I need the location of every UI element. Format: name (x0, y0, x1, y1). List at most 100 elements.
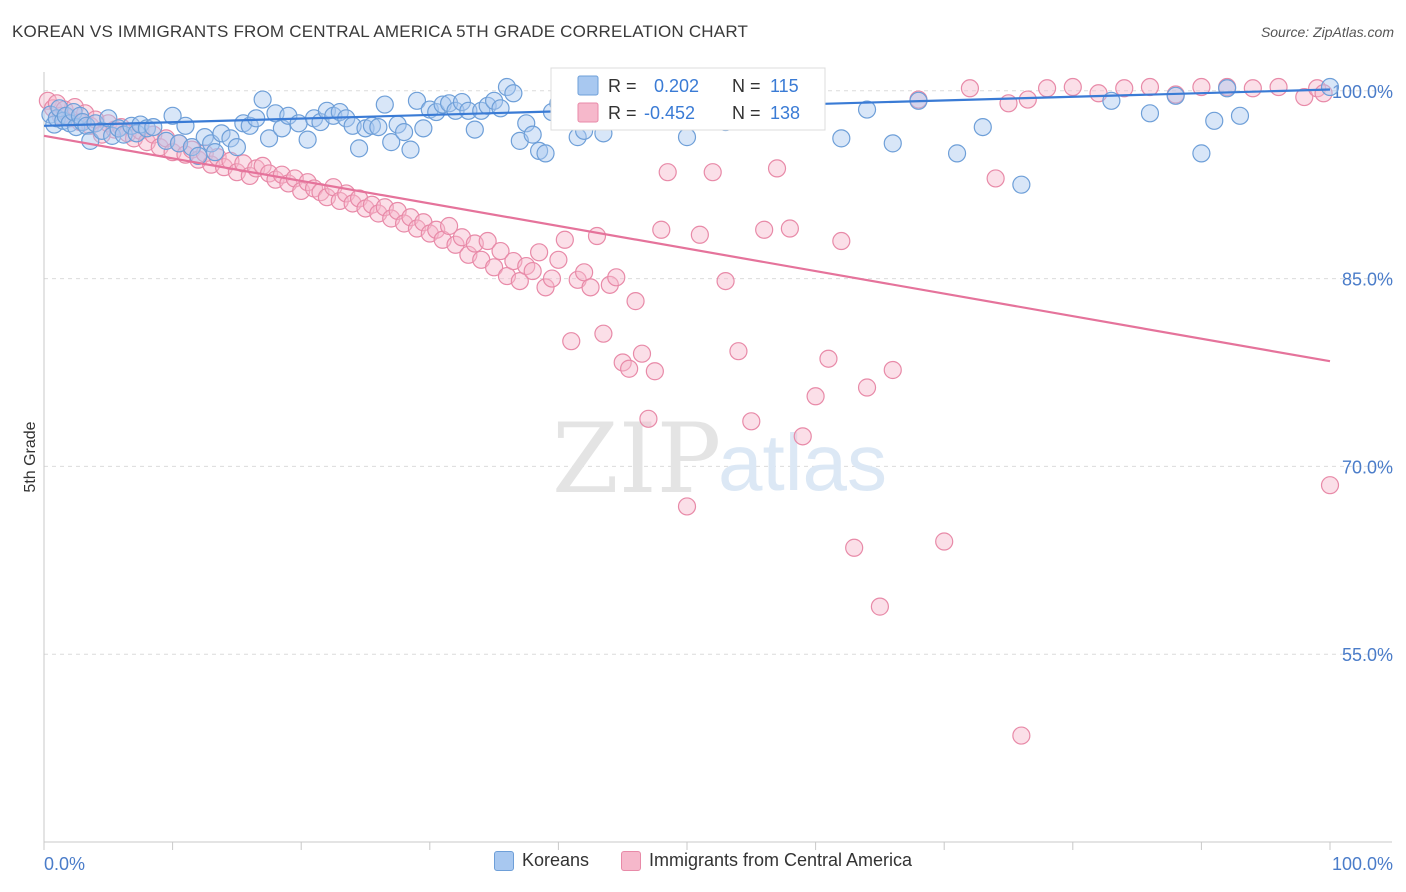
immigrants-point (857, 378, 877, 397)
koreans-point (832, 129, 851, 148)
x-tick-label: 0.0% (44, 854, 85, 874)
immigrants-r-value: -0.452 (644, 103, 695, 123)
legend-swatch-koreans (493, 850, 514, 871)
koreans-point (176, 116, 195, 135)
immigrants-point (1012, 726, 1031, 745)
immigrants-point (1243, 79, 1262, 98)
y-tick-label: 70.0% (1342, 457, 1393, 477)
immigrants-point (562, 332, 581, 351)
legend-item-immigrants: Immigrants from Central America (620, 850, 913, 871)
koreans-point (394, 122, 414, 142)
koreans-point (103, 126, 122, 145)
immigrants-point (485, 258, 504, 277)
watermark-atlas: atlas (718, 418, 887, 507)
immigrants-point (1320, 476, 1340, 495)
immigrants-point (1037, 79, 1057, 98)
koreans-point (1320, 77, 1340, 97)
immigrants-point (1295, 87, 1314, 107)
immigrants-point (632, 344, 652, 363)
koreans-point (1192, 144, 1211, 163)
koreans-point (247, 109, 266, 128)
immigrants-point (620, 359, 639, 378)
immigrants-point (935, 532, 954, 551)
koreans-point (504, 84, 523, 103)
chart-title: KOREAN VS IMMIGRANTS FROM CENTRAL AMERIC… (12, 22, 749, 41)
immigrants-point (549, 250, 568, 269)
immigrants-point (652, 220, 671, 239)
y-axis-label-layer: 5th Grade (22, 421, 39, 492)
koreans-point (439, 94, 459, 113)
koreans-point (259, 129, 279, 148)
source-label: Source: ZipAtlas.com (1260, 24, 1394, 40)
immigrants-n-value: 138 (770, 103, 800, 123)
immigrants-points (38, 77, 1340, 745)
immigrants-point (639, 409, 658, 428)
koreans-n-label: N = (732, 76, 761, 96)
immigrants-point (594, 324, 613, 343)
koreans-point (857, 100, 877, 119)
immigrants-point (510, 271, 529, 291)
y-axis-label: 5th Grade (22, 421, 39, 492)
immigrants-point (819, 349, 838, 368)
x-tick-label: 100.0% (1332, 854, 1393, 874)
immigrants-point (555, 230, 574, 249)
immigrants-point (1140, 77, 1160, 97)
koreans-point (205, 143, 225, 162)
immigrants-point (446, 235, 465, 254)
immigrants-point (870, 597, 890, 616)
koreans-point (536, 144, 555, 163)
koreans-point (407, 91, 427, 110)
immigrants-point (600, 275, 619, 294)
immigrants-point (806, 387, 825, 406)
immigrants-point (626, 292, 645, 311)
immigrants-point (542, 269, 562, 288)
immigrants-point (1192, 77, 1211, 97)
koreans-point (523, 125, 542, 144)
immigrants-point (767, 159, 787, 178)
immigrants-stat-swatch (577, 102, 599, 123)
immigrants-point (1018, 90, 1037, 109)
immigrants-point (1269, 77, 1288, 97)
koreans-point (485, 91, 504, 110)
immigrants-r-label: R = (608, 103, 637, 123)
koreans-point (1140, 104, 1160, 123)
legend-item-koreans: Koreans (493, 850, 589, 871)
koreans-point (677, 128, 697, 147)
koreans-point (517, 114, 536, 133)
legend-swatch-immigrants (620, 850, 641, 871)
koreans-point (1012, 175, 1031, 194)
immigrants-point (478, 231, 497, 251)
koreans-point (465, 120, 484, 139)
koreans-point (414, 119, 433, 138)
immigrants-point (703, 163, 722, 182)
koreans-point (401, 140, 420, 159)
koreans-stat-swatch (577, 75, 599, 96)
koreans-point (1230, 106, 1250, 125)
immigrants-point (677, 497, 697, 516)
legend-label-immigrants: Immigrants from Central America (648, 850, 913, 870)
koreans-point (491, 99, 510, 118)
koreans-point (1218, 79, 1237, 98)
immigrants-point (986, 169, 1005, 188)
koreans-point (947, 144, 967, 163)
immigrants-trend-line (43, 134, 1331, 363)
immigrants-point (832, 231, 851, 251)
immigrants-point (581, 278, 600, 297)
immigrants-point (729, 342, 748, 361)
koreans-point (1166, 86, 1185, 105)
koreans-point (973, 117, 992, 137)
y-tick-label: 100.0% (1332, 82, 1393, 102)
koreans-point (212, 124, 231, 143)
immigrants-point (439, 216, 459, 236)
koreans-r-label: R = (608, 76, 637, 96)
koreans-point (144, 117, 163, 137)
immigrants-point (645, 362, 664, 381)
legend: Koreans Immigrants from Central America (0, 850, 1406, 871)
stats-box: R = 0.202 N = 115 R = -0.452 N = 138 (550, 67, 826, 131)
immigrants-point (587, 226, 607, 246)
koreans-point (369, 117, 388, 137)
koreans-point (1205, 111, 1224, 130)
koreans-point (375, 95, 394, 114)
koreans-point (240, 116, 259, 135)
